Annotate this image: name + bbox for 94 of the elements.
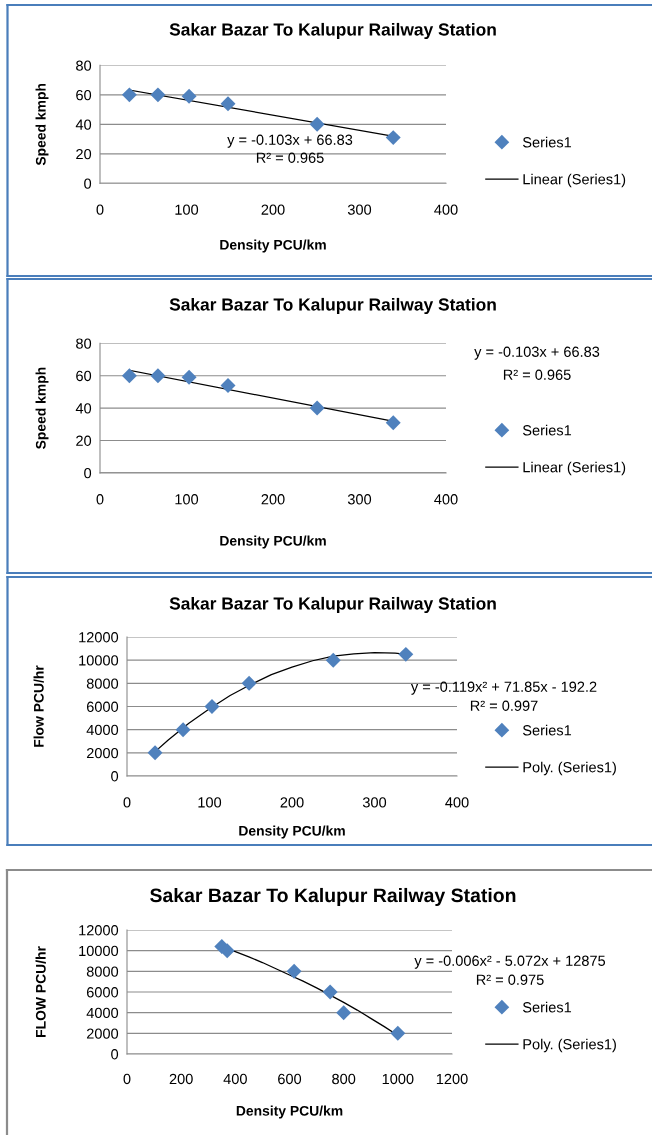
x-tick-label: 200: [169, 1073, 193, 1085]
x-tick-label: 0: [123, 797, 131, 808]
point: [121, 87, 137, 103]
y-tick-label: 80: [76, 338, 92, 349]
legend-label: Poly. (Series1): [523, 761, 616, 776]
y-tick-label: 10000: [79, 945, 119, 957]
point: [309, 400, 325, 416]
x-tick-label: 100: [198, 797, 222, 808]
point: [398, 646, 414, 662]
x-tick-label: 0: [123, 1073, 131, 1085]
chart-title: Sakar Bazar To Kalupur Railway Station: [169, 596, 496, 614]
x-tick-label: 400: [434, 204, 458, 215]
y-tick-label: 60: [76, 370, 92, 382]
annotation: y = -0.103x + 66.83: [227, 134, 353, 148]
point: [336, 1005, 352, 1021]
legend-label: Series1: [522, 136, 572, 148]
legend-label: Linear (Series1): [523, 173, 626, 188]
y-tick-label: 0: [111, 1049, 119, 1060]
y-tick-label: 0: [111, 771, 119, 782]
x-axis-title: Density PCU/km: [220, 535, 326, 549]
chart-title: Sakar Bazar To Kalupur Railway Station: [169, 22, 496, 40]
x-axis-title: Density PCU/km: [239, 825, 345, 839]
y-tick-label: 8000: [86, 966, 119, 977]
chart-title: Sakar Bazar To Kalupur Railway Station: [169, 297, 496, 315]
y-tick-label: 4000: [86, 724, 119, 736]
y-tick-label: 20: [76, 148, 92, 160]
y-axis-title: FLOW PCU/hr: [35, 946, 46, 1037]
x-tick-label: 400: [223, 1073, 247, 1085]
y-tick-label: 12000: [79, 925, 119, 936]
y-axis-title: Speed kmph: [35, 367, 49, 449]
y-tick-label: 6000: [86, 987, 119, 998]
x-tick-label: 1000: [382, 1073, 414, 1085]
y-tick-label: 20: [76, 435, 92, 446]
text: R² = 0.997: [470, 700, 538, 711]
x-tick-label: 100: [175, 494, 199, 505]
y-tick-label: 80: [76, 60, 92, 71]
x-tick-label: 300: [347, 494, 372, 505]
point: [385, 130, 401, 146]
point: [204, 699, 220, 714]
x-tick-label: 300: [362, 797, 387, 808]
point: [121, 368, 137, 384]
x-axis-title: Density PCU/km: [236, 1105, 343, 1119]
point: [241, 675, 257, 691]
legend-label: Poly. (Series1): [523, 1038, 616, 1053]
point: [175, 722, 191, 738]
x-tick-label: 200: [261, 204, 285, 215]
x-tick-label: 200: [280, 797, 304, 808]
x-tick-label: 400: [445, 797, 469, 808]
y-tick-label: 10000: [79, 655, 119, 666]
y-tick-label: 40: [75, 403, 92, 414]
chart-title: Sakar Bazar To Kalupur Railway Station: [150, 887, 516, 907]
text: y = -0.103x + 66.83: [474, 346, 600, 360]
y-tick-label: 2000: [86, 1028, 119, 1039]
point: [220, 377, 236, 393]
point: [147, 745, 163, 761]
point: [181, 88, 197, 104]
x-tick-label: 600: [278, 1073, 302, 1085]
y-tick-label: 8000: [86, 678, 119, 689]
text: R² = 0.965: [503, 369, 571, 380]
y-tick-label: 6000: [86, 701, 119, 712]
y-axis-title: Speed kmph: [35, 83, 49, 166]
y-tick-label: 4000: [86, 1007, 119, 1019]
legend-label: Linear (Series1): [523, 461, 626, 476]
x-tick-label: 300: [347, 204, 372, 215]
point: [309, 116, 325, 132]
point: [150, 87, 166, 103]
point: [220, 96, 236, 112]
y-axis-title: Flow PCU/hr: [33, 665, 44, 747]
point: [150, 368, 166, 384]
point: [325, 652, 341, 668]
point: [385, 415, 401, 431]
y-tick-label: 2000: [86, 747, 119, 759]
x-tick-label: 200: [261, 494, 285, 505]
y-tick-label: 60: [76, 89, 92, 101]
x-axis-title: Density PCU/km: [220, 239, 326, 253]
x-tick-label: 1200: [436, 1073, 468, 1085]
legend-label: Series1: [522, 1001, 572, 1013]
annotation: y = -0.119x² + 71.85x - 192.2: [410, 681, 597, 695]
x-tick-label: 400: [434, 494, 458, 505]
y-tick-label: 12000: [79, 632, 119, 643]
annotation: R² = 0.965: [256, 152, 324, 163]
x-tick-label: 100: [175, 204, 199, 215]
annotation: y = -0.006x² - 5.072x + 12875: [414, 955, 606, 969]
legend-label: Series1: [522, 424, 572, 436]
text: R² = 0.975: [476, 974, 544, 985]
point: [322, 984, 338, 1000]
y-tick-label: 0: [84, 468, 92, 479]
point: [181, 369, 197, 385]
point: [390, 1025, 406, 1041]
point: [286, 963, 302, 979]
x-tick-label: 800: [332, 1073, 356, 1085]
y-tick-label: 40: [75, 119, 92, 130]
y-tick-label: 0: [84, 178, 92, 189]
legend-label: Series1: [522, 724, 572, 736]
